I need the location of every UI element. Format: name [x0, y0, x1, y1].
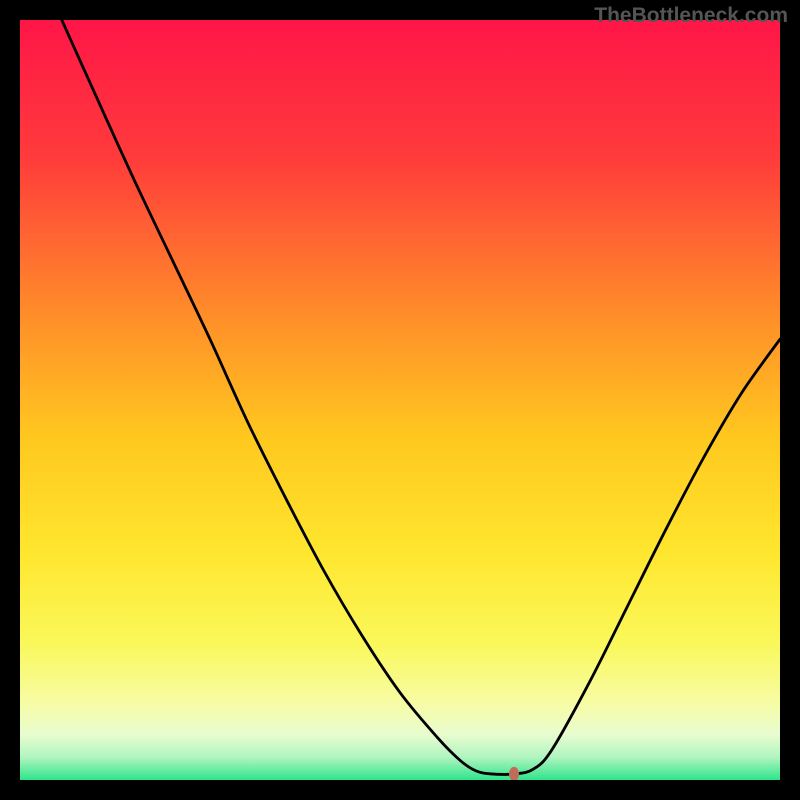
chart-root: { "watermark": { "text": "TheBottleneck.… [0, 0, 800, 800]
chart-svg [20, 20, 780, 780]
gradient-background [20, 20, 780, 780]
watermark-text: TheBottleneck.com [594, 4, 788, 28]
bottleneck-curve-chart [20, 20, 780, 780]
